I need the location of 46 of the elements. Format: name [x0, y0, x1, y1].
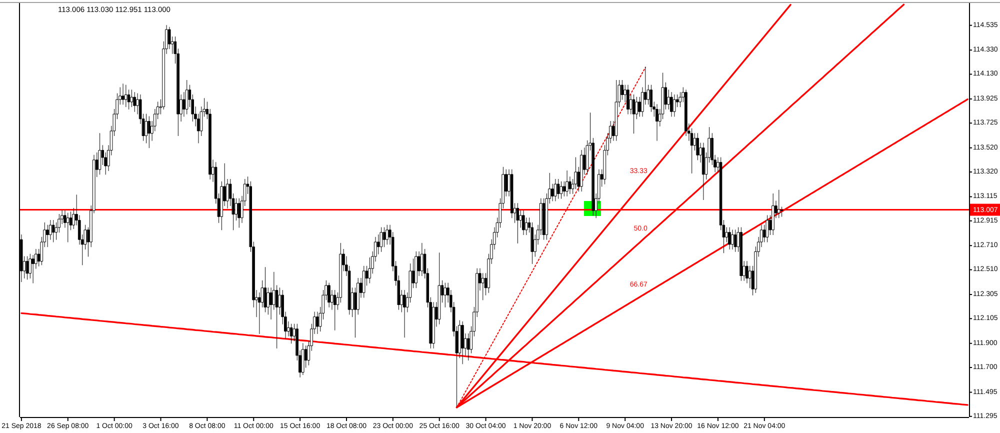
candlestick — [656, 104, 658, 141]
candlestick — [560, 181, 563, 199]
candlestick — [122, 84, 124, 105]
candlestick — [148, 116, 150, 148]
candlestick — [516, 203, 520, 244]
candlestick — [328, 282, 330, 308]
candlestick — [444, 282, 446, 308]
candlestick — [615, 80, 618, 141]
candlestick — [702, 142, 705, 200]
candlestick — [728, 227, 731, 250]
candlestick — [186, 80, 188, 114]
candlestick — [696, 133, 699, 160]
candlestick — [580, 150, 583, 192]
candlestick — [420, 242, 424, 276]
candlestick — [772, 193, 774, 235]
candlestick — [566, 170, 568, 196]
candlestick — [66, 212, 70, 242]
candlestick — [554, 178, 557, 202]
candlestick — [403, 290, 406, 338]
candlestick — [238, 198, 240, 228]
candlestick — [380, 227, 383, 252]
candlestick — [414, 251, 418, 288]
candlestick — [731, 230, 734, 250]
candlestick — [438, 252, 441, 324]
candlestick — [362, 266, 366, 298]
candlestick — [557, 178, 560, 199]
candlestick — [740, 227, 742, 281]
candlestick — [98, 133, 102, 175]
candlestick — [26, 256, 29, 280]
candlestick — [334, 290, 336, 330]
candlestick — [386, 224, 388, 245]
candlestick — [766, 215, 769, 242]
candlestick — [302, 343, 304, 376]
candlestick — [734, 230, 737, 252]
candlestick — [52, 220, 55, 242]
candlestick — [670, 92, 673, 117]
candlestick — [124, 84, 128, 108]
candlestick — [778, 190, 780, 218]
candlestick — [461, 321, 464, 364]
candlestick — [522, 210, 525, 235]
candlestick — [673, 94, 676, 117]
candlestick — [290, 324, 293, 344]
candlestick — [632, 94, 636, 134]
candlestick — [133, 92, 136, 112]
candlestick — [626, 84, 630, 114]
candlestick — [264, 267, 267, 312]
